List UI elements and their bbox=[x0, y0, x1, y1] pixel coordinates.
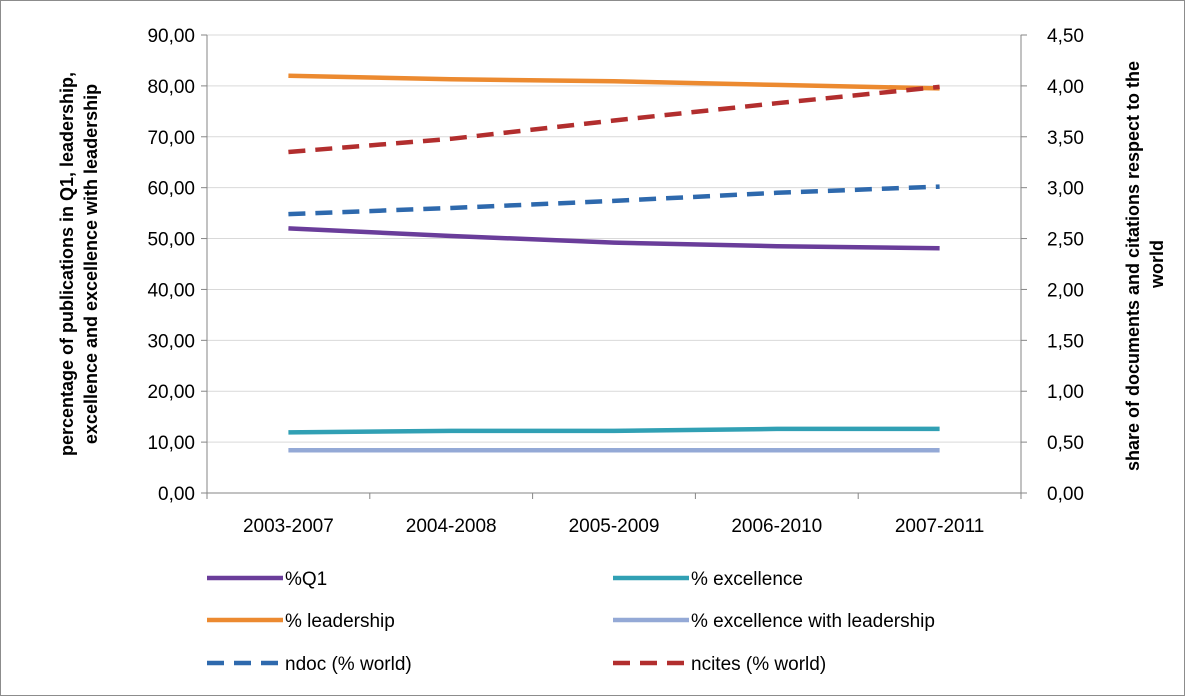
series-line-ndoc-world bbox=[288, 184, 940, 217]
right-tick-label: 1,50 bbox=[1047, 331, 1084, 352]
left-tick-label: 80,00 bbox=[147, 77, 195, 98]
series-line-ncites-world bbox=[288, 84, 940, 155]
axes bbox=[201, 34, 1027, 499]
right-axis-title-line-2: world bbox=[1147, 240, 1167, 289]
left-tick-label: 20,00 bbox=[147, 382, 195, 403]
x-tick-label: 2003-2007 bbox=[243, 516, 334, 537]
left-axis-title-line-1: percentage of publications in Q1, leader… bbox=[57, 72, 77, 456]
legend-label-leadership: % leadership bbox=[285, 611, 395, 632]
right-axis-title-line-1: share of documents and citations respect… bbox=[1123, 61, 1143, 471]
x-tick-label: 2007-2011 bbox=[895, 516, 984, 537]
series-lines bbox=[288, 73, 940, 453]
right-tick-label: 0,00 bbox=[1047, 484, 1084, 505]
left-tick-label: 60,00 bbox=[147, 179, 195, 200]
left-axis-ticks: 0,00 10,00 20,00 30,00 40,00 50,00 60,00 70,00 8… bbox=[147, 26, 195, 505]
right-tick-label: 3,00 bbox=[1047, 179, 1084, 200]
gridlines bbox=[207, 34, 1021, 443]
x-axis-ticks: 2003-2007 2004-2008 2005-2009 2006-2010 2007… bbox=[243, 516, 984, 537]
left-tick-label: 40,00 bbox=[147, 280, 195, 301]
legend-label-q1: %Q1 bbox=[285, 569, 327, 590]
right-tick-label: 4,50 bbox=[1047, 26, 1084, 47]
legend: %Q1 % excellence % leadership % excellence … bbox=[207, 569, 935, 675]
legend-label-excellence-with-leadership: % excellence with leadership bbox=[691, 611, 935, 632]
x-tick-label: 2005-2009 bbox=[569, 516, 660, 537]
x-tick-label: 2004-2008 bbox=[406, 516, 497, 537]
series-line-excellence bbox=[288, 426, 940, 435]
right-tick-label: 2,50 bbox=[1047, 230, 1084, 251]
x-tick-label: 2006-2010 bbox=[731, 516, 822, 537]
series-line-leadership bbox=[288, 73, 940, 91]
left-tick-label: 70,00 bbox=[147, 128, 195, 149]
right-tick-label: 2,00 bbox=[1047, 280, 1084, 301]
right-tick-label: 4,00 bbox=[1047, 77, 1084, 98]
legend-label-excellence: % excellence bbox=[691, 569, 803, 590]
left-tick-label: 50,00 bbox=[147, 230, 195, 251]
left-tick-label: 10,00 bbox=[147, 433, 195, 454]
legend-label-ndoc-world: ndoc (% world) bbox=[285, 654, 412, 675]
right-tick-label: 3,50 bbox=[1047, 128, 1084, 149]
axis-titles: percentage of publications in Q1, leader… bbox=[57, 61, 1167, 471]
right-axis-ticks: 0,00 0,50 1,00 1,50 2,00 2,50 3,00 3,50 4,00 4,50 bbox=[1047, 26, 1084, 505]
left-tick-label: 90,00 bbox=[147, 26, 195, 47]
left-axis-title-line-2: excellence and excellence with leadershi… bbox=[81, 84, 101, 444]
right-tick-label: 0,50 bbox=[1047, 433, 1084, 454]
right-tick-label: 1,00 bbox=[1047, 382, 1084, 403]
left-tick-label: 0,00 bbox=[158, 484, 195, 505]
legend-label-ncites-world: ncites (% world) bbox=[691, 654, 826, 675]
series-line-q1 bbox=[288, 226, 940, 251]
left-tick-label: 30,00 bbox=[147, 331, 195, 352]
